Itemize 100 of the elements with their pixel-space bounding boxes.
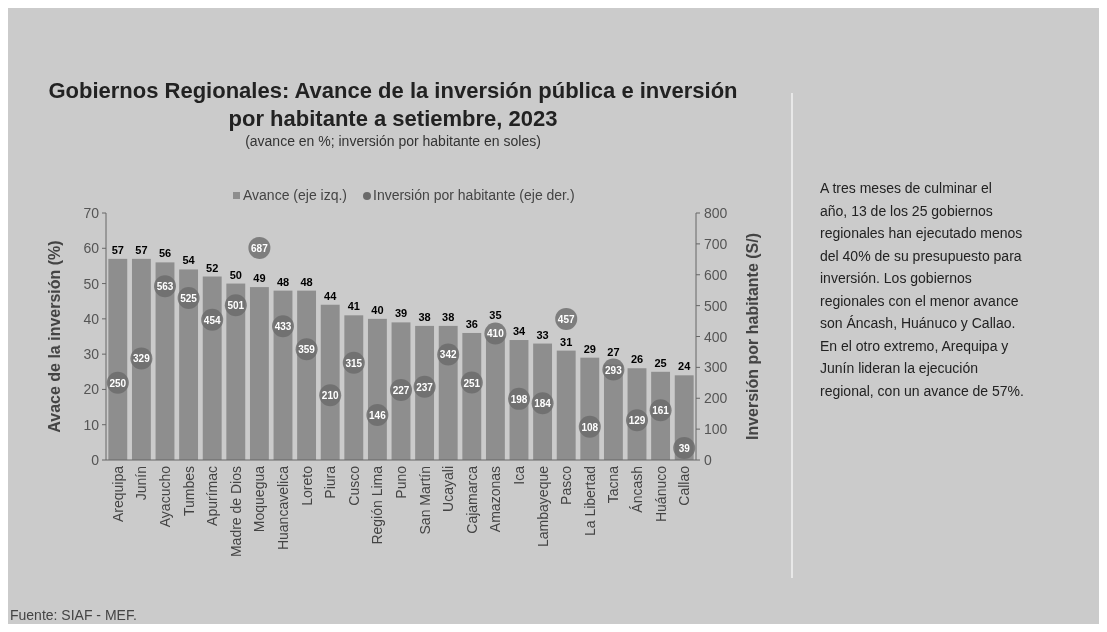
x-tick-label: Puno (393, 465, 409, 499)
x-tick-label: Loreto (298, 465, 315, 506)
data-label: 39 (394, 307, 408, 320)
data-label: 433 (274, 321, 292, 333)
x-tick-label: Madre de Dios (227, 466, 244, 558)
x-tick-label: La Libertad (581, 466, 598, 537)
data-label: 501 (227, 300, 245, 312)
data-label: 210 (321, 390, 339, 402)
bar (108, 258, 128, 460)
x-tick-label: Moquegua (251, 465, 268, 533)
bar (131, 258, 151, 460)
bar (179, 269, 199, 460)
x-tick-label: Callao (676, 465, 693, 506)
y2-tick-label: 700 (704, 235, 728, 252)
x-tick-label: Cusco (345, 465, 362, 506)
data-label: 525 (180, 292, 198, 304)
data-label: 26 (630, 353, 644, 366)
x-tick-label: Junín (133, 466, 150, 501)
data-label: 251 (463, 377, 481, 389)
data-label: 457 (557, 313, 575, 325)
x-tick-label: Áncash (629, 466, 645, 513)
data-label: 410 (487, 328, 505, 340)
data-label: 56 (158, 247, 172, 260)
y2-tick-label: 400 (704, 328, 728, 345)
data-label: 129 (628, 415, 646, 427)
data-label: 24 (678, 360, 692, 373)
y2-tick-label: 600 (704, 266, 728, 283)
data-label: 227 (392, 384, 410, 396)
bar (556, 350, 576, 460)
data-label: 315 (345, 357, 363, 369)
legend-label: Avance (eje izq.) (243, 187, 348, 203)
y2-axis-title: Inversión por habitante (S/) (744, 232, 761, 441)
data-label: 198 (510, 393, 528, 405)
data-label: 454 (203, 314, 221, 326)
x-tick-label: Huánuco (652, 465, 669, 523)
data-label: 54 (182, 254, 196, 267)
x-tick-label: Cajamarca (463, 465, 480, 534)
x-tick-label: Pasco (558, 465, 575, 505)
data-label: 33 (536, 328, 549, 341)
y-axis-title: Avace de la inversión (%) (46, 240, 63, 433)
x-tick-label: Ucayali (440, 466, 457, 512)
data-label: 44 (324, 289, 338, 302)
y2-tick-label: 800 (704, 205, 728, 221)
data-label: 57 (135, 243, 148, 256)
data-label: 35 (489, 309, 502, 322)
data-label: 49 (253, 272, 266, 285)
data-label: 27 (607, 345, 620, 358)
chart-subtitle: (avance en %; inversión por habitante en soles) (245, 133, 541, 149)
data-label: 52 (206, 261, 219, 274)
y-tick-label: 40 (83, 310, 100, 327)
y-tick-label: 30 (83, 346, 100, 363)
data-label: 48 (276, 275, 290, 288)
data-label: 563 (156, 281, 174, 293)
data-label: 39 (678, 442, 691, 454)
data-label: 50 (229, 268, 242, 281)
x-tick-label: Región Lima (369, 465, 386, 545)
y2-tick-label: 200 (704, 390, 728, 407)
data-label: 329 (133, 353, 151, 365)
y-tick-label: 20 (83, 381, 100, 398)
y2-tick-label: 500 (704, 297, 728, 314)
data-label: 40 (371, 303, 384, 316)
data-label: 184 (534, 398, 552, 410)
data-label: 38 (418, 310, 431, 323)
x-tick-label: Tacna (605, 465, 622, 504)
x-tick-label: Amazonas (487, 466, 504, 533)
data-label: 108 (581, 421, 599, 433)
y-tick-label: 0 (91, 452, 100, 468)
chart-title: Gobiernos Regionales: Avance de la inversión pública e inversión por habitante a setiembre, 2023 (48, 78, 738, 131)
x-tick-label: Ayacucho (157, 465, 173, 528)
data-label: 237 (416, 381, 434, 393)
x-tick-label: San Martín (416, 466, 433, 535)
data-label: 36 (465, 317, 478, 330)
x-tick-label: Huancavelica (275, 465, 291, 551)
y2-tick-label: 100 (704, 421, 728, 438)
data-label: 31 (560, 335, 573, 348)
x-tick-label: Arequipa (109, 465, 126, 523)
data-label: 146 (369, 409, 387, 421)
x-tick-label: Apurímac (204, 466, 221, 526)
data-label: 48 (300, 275, 313, 288)
x-tick-label: Lambayeque (534, 465, 551, 547)
data-label: 38 (442, 310, 455, 323)
y2-tick-label: 0 (704, 452, 712, 468)
y-tick-label: 70 (83, 205, 100, 221)
data-label: 57 (111, 243, 124, 256)
data-label: 293 (605, 364, 623, 376)
x-tick-label: Ica (511, 465, 527, 485)
data-label: 342 (439, 349, 457, 361)
legend-label: Inversión por habitante (eje der.) (373, 187, 575, 203)
data-label: 34 (512, 325, 526, 338)
data-label: 687 (251, 242, 269, 254)
data-label: 250 (109, 377, 127, 389)
bar (249, 287, 269, 460)
data-label: 25 (654, 356, 667, 369)
data-label: 29 (583, 342, 596, 355)
data-label: 161 (652, 405, 670, 417)
data-label: 41 (347, 300, 360, 313)
y-tick-label: 60 (83, 240, 100, 257)
source-note: Fuente: SIAF - MEF. (10, 607, 137, 623)
text: A tres meses de culminar el año, 13 de los 25 gobiernos regionales han ejecutado menos del 40% de su presupuesto para inversión. Los gobiernos regionales con el menor avance son Áncash, Huánuco y Callao. En el otro extremo, Arequipa y Junín lideran la ejecución regional, con un avance de 57%. (820, 180, 1024, 399)
y2-tick-label: 300 (704, 359, 728, 376)
